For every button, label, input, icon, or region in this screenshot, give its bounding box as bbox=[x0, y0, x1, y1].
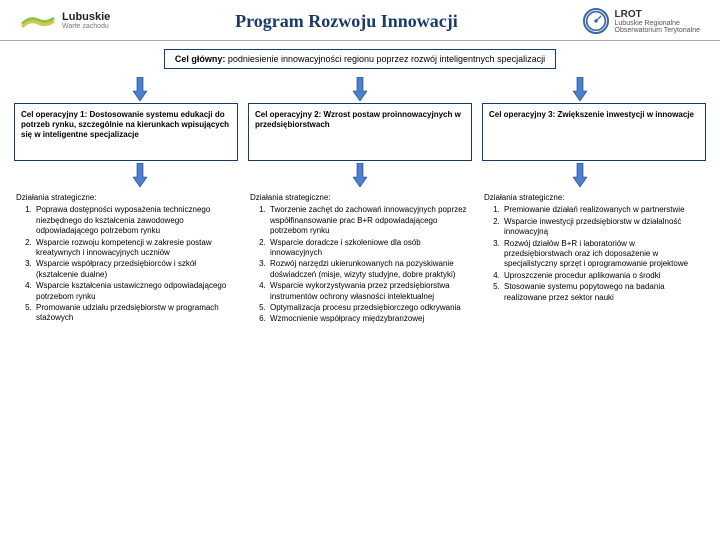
main-goal-container: Cel główny: podniesienie innowacyjności … bbox=[0, 49, 720, 69]
column-2: Cel operacyjny 2: Wzrost postaw proinnow… bbox=[248, 103, 472, 161]
op-goal-label: Cel operacyjny 1: bbox=[21, 110, 87, 119]
list-item: Wsparcie inwestycji przedsiębiorstw w dz… bbox=[502, 217, 704, 238]
down-arrow-icon bbox=[573, 77, 587, 101]
actions-list: Poprawa dostępności wyposażenia technicz… bbox=[16, 205, 236, 323]
list-item: Promowanie udziału przedsiębiorstw w pro… bbox=[34, 303, 236, 324]
list-item: Wzmocnienie współpracy międzybranżowej bbox=[268, 314, 470, 324]
down-arrow-icon bbox=[573, 163, 587, 187]
list-item: Tworzenie zachęt do zachowań innowacyjny… bbox=[268, 205, 470, 236]
lrot-abbrev: LROT bbox=[615, 9, 700, 20]
actions-list: Premiowanie działań realizowanych w part… bbox=[484, 205, 704, 303]
op-goal-text: Zwiększenie inwestycji w innowacje bbox=[555, 110, 694, 119]
actions-list: Tworzenie zachęt do zachowań innowacyjny… bbox=[250, 205, 470, 324]
actions-col-1: Działania strategiczne: Poprawa dostępno… bbox=[14, 189, 238, 326]
list-item: Wsparcie kształcenia ustawicznego odpowi… bbox=[34, 281, 236, 302]
logo-left-tagline: Warte zachodu bbox=[62, 23, 110, 31]
list-item: Optymalizacja procesu przedsiębiorczego … bbox=[268, 303, 470, 313]
down-arrow-icon bbox=[353, 163, 367, 187]
list-item: Rozwój narzędzi ukierunkowanych na pozys… bbox=[268, 259, 470, 280]
op-goal-box: Cel operacyjny 1: Dostosowanie systemu e… bbox=[14, 103, 238, 161]
list-item: Premiowanie działań realizowanych w part… bbox=[502, 205, 704, 215]
down-arrow-icon bbox=[353, 77, 367, 101]
list-item: Stosowanie systemu popytowego na badania… bbox=[502, 282, 704, 303]
list-item: Uproszczenie procedur aplikowania o środ… bbox=[502, 271, 704, 281]
logo-right: LROT Lubuskie Regionalne Obserwatorium T… bbox=[583, 8, 700, 34]
op-goal-box: Cel operacyjny 3: Zwiększenie inwestycji… bbox=[482, 103, 706, 161]
operational-goals-row: Cel operacyjny 1: Dostosowanie systemu e… bbox=[0, 103, 720, 161]
lrot-line1: Lubuskie Regionalne bbox=[615, 20, 700, 27]
page-title: Program Rozwoju Innowacji bbox=[235, 11, 458, 32]
lrot-logo-icon bbox=[583, 8, 609, 34]
down-arrow-icon bbox=[133, 163, 147, 187]
list-item: Wsparcie współpracy przedsiębiorców i sz… bbox=[34, 259, 236, 280]
actions-title: Działania strategiczne: bbox=[250, 193, 470, 203]
main-goal-label: Cel główny: bbox=[175, 54, 226, 64]
list-item: Wsparcie wykorzystywania przez przedsięb… bbox=[268, 281, 470, 302]
arrow-row-2 bbox=[0, 161, 720, 189]
list-item: Poprawa dostępności wyposażenia technicz… bbox=[34, 205, 236, 236]
actions-title: Działania strategiczne: bbox=[16, 193, 236, 203]
actions-col-3: Działania strategiczne: Premiowanie dzia… bbox=[482, 189, 706, 326]
op-goal-label: Cel operacyjny 3: bbox=[489, 110, 555, 119]
logo-left-name: Lubuskie bbox=[62, 11, 110, 23]
logo-left: Lubuskie Warte zachodu bbox=[20, 11, 110, 31]
actions-row: Działania strategiczne: Poprawa dostępno… bbox=[0, 189, 720, 326]
op-goal-label: Cel operacyjny 2: bbox=[255, 110, 321, 119]
header: Lubuskie Warte zachodu Program Rozwoju I… bbox=[0, 0, 720, 41]
lrot-line2: Obserwatorium Terytorialne bbox=[615, 27, 700, 34]
list-item: Wsparcie doradcze i szkoleniowe dla osób… bbox=[268, 238, 470, 259]
column-3: Cel operacyjny 3: Zwiększenie inwestycji… bbox=[482, 103, 706, 161]
arrow-row-1 bbox=[0, 75, 720, 103]
actions-col-2: Działania strategiczne: Tworzenie zachęt… bbox=[248, 189, 472, 326]
op-goal-box: Cel operacyjny 2: Wzrost postaw proinnow… bbox=[248, 103, 472, 161]
actions-title: Działania strategiczne: bbox=[484, 193, 704, 203]
list-item: Rozwój działów B+R i laboratoriów w prze… bbox=[502, 239, 704, 270]
main-goal-text: podniesienie innowacyjności regionu popr… bbox=[225, 54, 545, 64]
list-item: Wsparcie rozwoju kompetencji w zakresie … bbox=[34, 238, 236, 259]
down-arrow-icon bbox=[133, 77, 147, 101]
column-1: Cel operacyjny 1: Dostosowanie systemu e… bbox=[14, 103, 238, 161]
lubuskie-logo-icon bbox=[20, 12, 56, 30]
main-goal-box: Cel główny: podniesienie innowacyjności … bbox=[164, 49, 556, 69]
